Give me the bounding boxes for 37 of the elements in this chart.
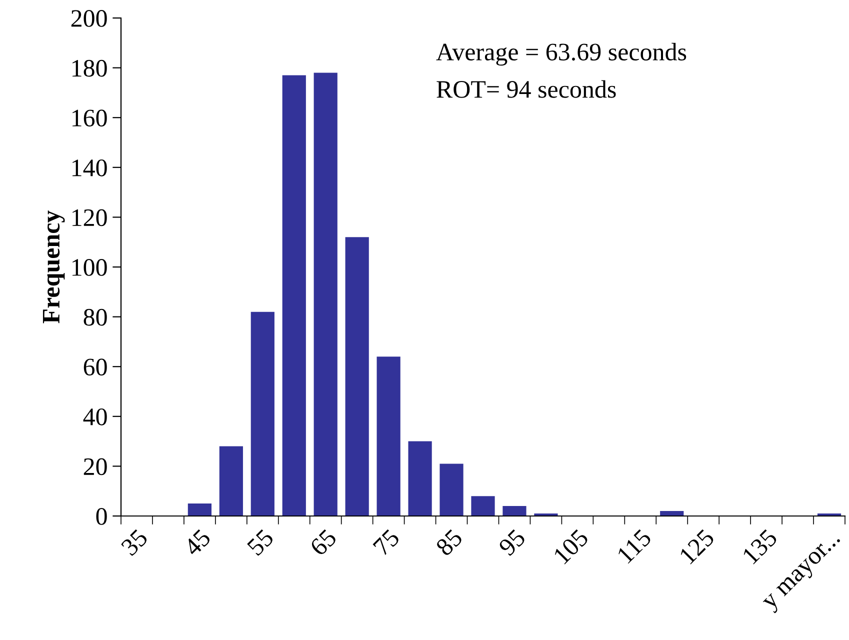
bar [440, 464, 464, 516]
x-tick-label: 85 [435, 528, 464, 557]
x-tick-label: 65 [309, 528, 338, 556]
annotation: ROT= 94 seconds [436, 80, 616, 98]
x-tick-label: 45 [182, 528, 212, 557]
y-tick-label: 180 [72, 60, 107, 77]
annotation: Average = 63.69 seconds [436, 42, 686, 66]
bar [282, 75, 306, 516]
bar [471, 496, 495, 516]
y-tick-label: 40 [83, 408, 107, 426]
x-tick-label: 55 [246, 528, 274, 556]
y-tick-label: 0 [96, 508, 107, 525]
bar [219, 446, 243, 516]
y-tick-label: 20 [84, 458, 107, 476]
y-tick-label: 120 [72, 209, 107, 226]
y-tick-label: 100 [72, 259, 107, 276]
y-axis-title: Frequency [42, 210, 65, 324]
y-tick-label: 140 [72, 159, 107, 176]
x-tick-label: 105 [552, 528, 590, 565]
bar [376, 356, 400, 516]
x-tick-label: 125 [678, 528, 716, 565]
bar [345, 237, 369, 516]
bar [660, 511, 684, 516]
x-tick-label: 75 [372, 528, 400, 556]
y-tick-label: 160 [72, 110, 107, 127]
x-tick-label: 95 [498, 528, 526, 557]
x-tick-label: 35 [120, 528, 148, 556]
bar [188, 504, 212, 516]
bar [408, 441, 432, 516]
bar [314, 72, 338, 516]
x-tick-label: 115 [616, 528, 652, 564]
bar [250, 312, 274, 516]
y-tick-label: 200 [71, 10, 107, 27]
y-tick-label: 80 [84, 308, 107, 326]
x-tick-label: 135 [742, 528, 778, 565]
bar [502, 506, 526, 516]
y-tick-label: 60 [84, 358, 107, 376]
